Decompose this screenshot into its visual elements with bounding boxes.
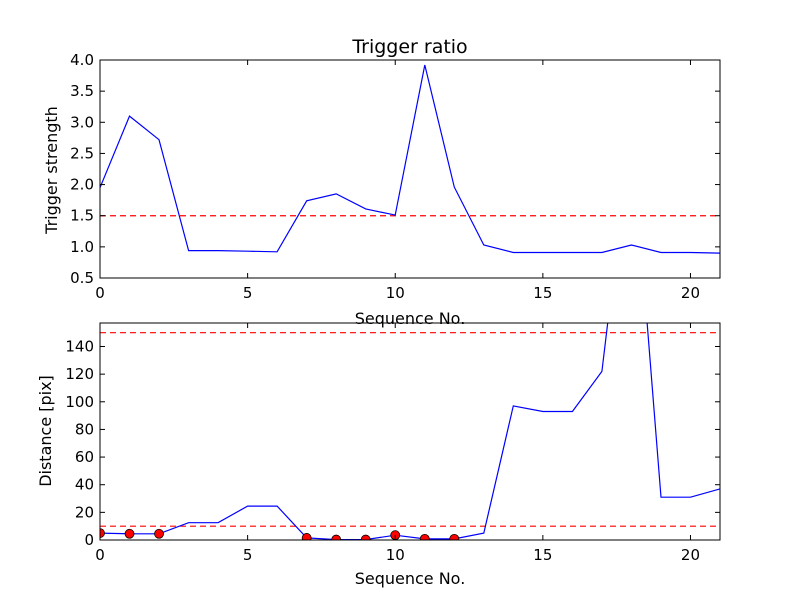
top-y-tick-label: 1.0 [70,238,94,256]
top-x-axis-label: Sequence No. [355,309,466,328]
bottom-y-tick-label: 20 [75,503,94,521]
bottom-axes-frame [99,322,721,541]
bottom-plot-area [100,323,720,540]
bottom-data-point [301,533,312,540]
top-axes-frame [99,59,721,279]
top-y-tick-label: 2.0 [70,176,94,194]
top-y-tick-label: 3.0 [70,113,94,131]
top-x-tick-label: 5 [243,284,253,302]
top-y-tick-label: 4.0 [70,51,94,69]
bottom-x-tick-label: 10 [386,546,405,564]
top-x-tick-label: 0 [95,284,105,302]
bottom-data-point [419,533,430,540]
bottom-x-tick-label: 20 [681,546,700,564]
top-plot-area [100,64,720,254]
bottom-x-tick-label: 15 [533,546,552,564]
bottom-data-point [449,533,460,540]
bottom-y-tick-label: 140 [65,337,94,355]
bottom-y-tick-label: 0 [84,531,94,549]
top-series-line [100,64,720,254]
top-y-tick-label: 2.5 [70,144,94,162]
bottom-data-point [124,528,135,539]
top-y-tick-label: 1.5 [70,207,94,225]
top-x-tick-label: 20 [681,284,700,302]
top-x-tick-label: 15 [533,284,552,302]
bottom-series-line [100,323,720,540]
bottom-x-tick-label: 5 [243,546,253,564]
bottom-y-axis-label: Distance [pix] [36,375,55,487]
top-ticks: 0 5 10 15 20 0.5 1.0 1.5 2.0 2.5 3.0 3.5 4.0 [70,51,720,302]
top-y-tick-label: 3.5 [70,82,94,100]
trigger-ratio-chart: 0 5 10 15 20 0.5 1.0 1.5 2.0 2.5 3.0 3.5 4.0 Trigger… [42,36,721,328]
bottom-data-point [100,528,105,538]
top-y-axis-label: Trigger strength [42,106,61,235]
bottom-data-point [154,528,164,539]
bottom-y-tick-label: 80 [75,420,94,438]
top-x-tick-label: 10 [386,284,405,302]
bottom-y-tick-label: 120 [65,365,94,383]
bottom-y-tick-label: 40 [75,476,94,494]
bottom-x-axis-label: Sequence No. [355,569,466,588]
bottom-y-tick-label: 60 [75,448,94,466]
top-chart-title: Trigger ratio [351,36,467,58]
bottom-ticks: 0 5 10 15 20 0 20 40 60 80 100 120 140 [65,323,720,564]
top-y-tick-label: 0.5 [70,269,94,287]
bottom-y-tick-label: 100 [65,393,94,411]
bottom-x-tick-label: 0 [95,546,105,564]
